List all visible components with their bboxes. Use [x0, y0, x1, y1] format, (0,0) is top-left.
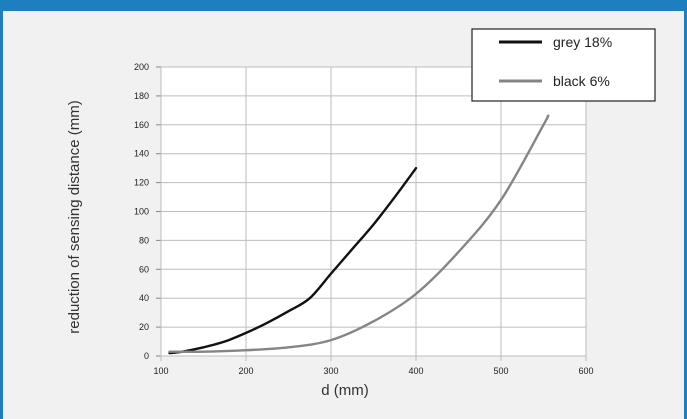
- y-tick-label: 100: [134, 207, 149, 217]
- series-line-black-6: [168, 114, 550, 353]
- right-accent-bar: [684, 0, 687, 419]
- y-tick-label: 160: [134, 120, 149, 130]
- y-tick-label: 140: [134, 149, 149, 159]
- x-tick-label: 500: [493, 366, 508, 376]
- legend-label-grey-18: grey 18%: [553, 34, 612, 50]
- series-line-grey-18: [168, 166, 418, 355]
- series-layer: [168, 114, 550, 355]
- x-tick-label: 200: [238, 366, 253, 376]
- y-tick-label: 80: [139, 235, 149, 245]
- x-axis-title: d (mm): [321, 382, 369, 399]
- x-tick-label: 100: [153, 366, 168, 376]
- y-tick-label: 40: [139, 293, 149, 303]
- y-tick-label: 20: [139, 322, 149, 332]
- x-tick-labels: 100 200 300 400 500 600: [153, 366, 593, 376]
- y-axis-title: reduction of sensing distance (mm): [66, 100, 83, 333]
- y-tick-label: 200: [134, 62, 149, 72]
- y-tick-labels: 0 20 40 60 80 100 120 140 160 180 200: [134, 62, 149, 361]
- y-tick-label: 120: [134, 178, 149, 188]
- legend-label-black-6: black 6%: [553, 73, 610, 89]
- x-tick-label: 300: [323, 366, 338, 376]
- legend: grey 18% black 6%: [471, 28, 656, 102]
- left-accent-bar: [0, 0, 3, 419]
- y-tick-label: 0: [144, 351, 149, 361]
- top-accent-bar: [0, 0, 687, 11]
- y-tick-label: 180: [134, 91, 149, 101]
- y-tick-label: 60: [139, 264, 149, 274]
- x-tick-label: 600: [578, 366, 593, 376]
- x-tick-label: 400: [408, 366, 423, 376]
